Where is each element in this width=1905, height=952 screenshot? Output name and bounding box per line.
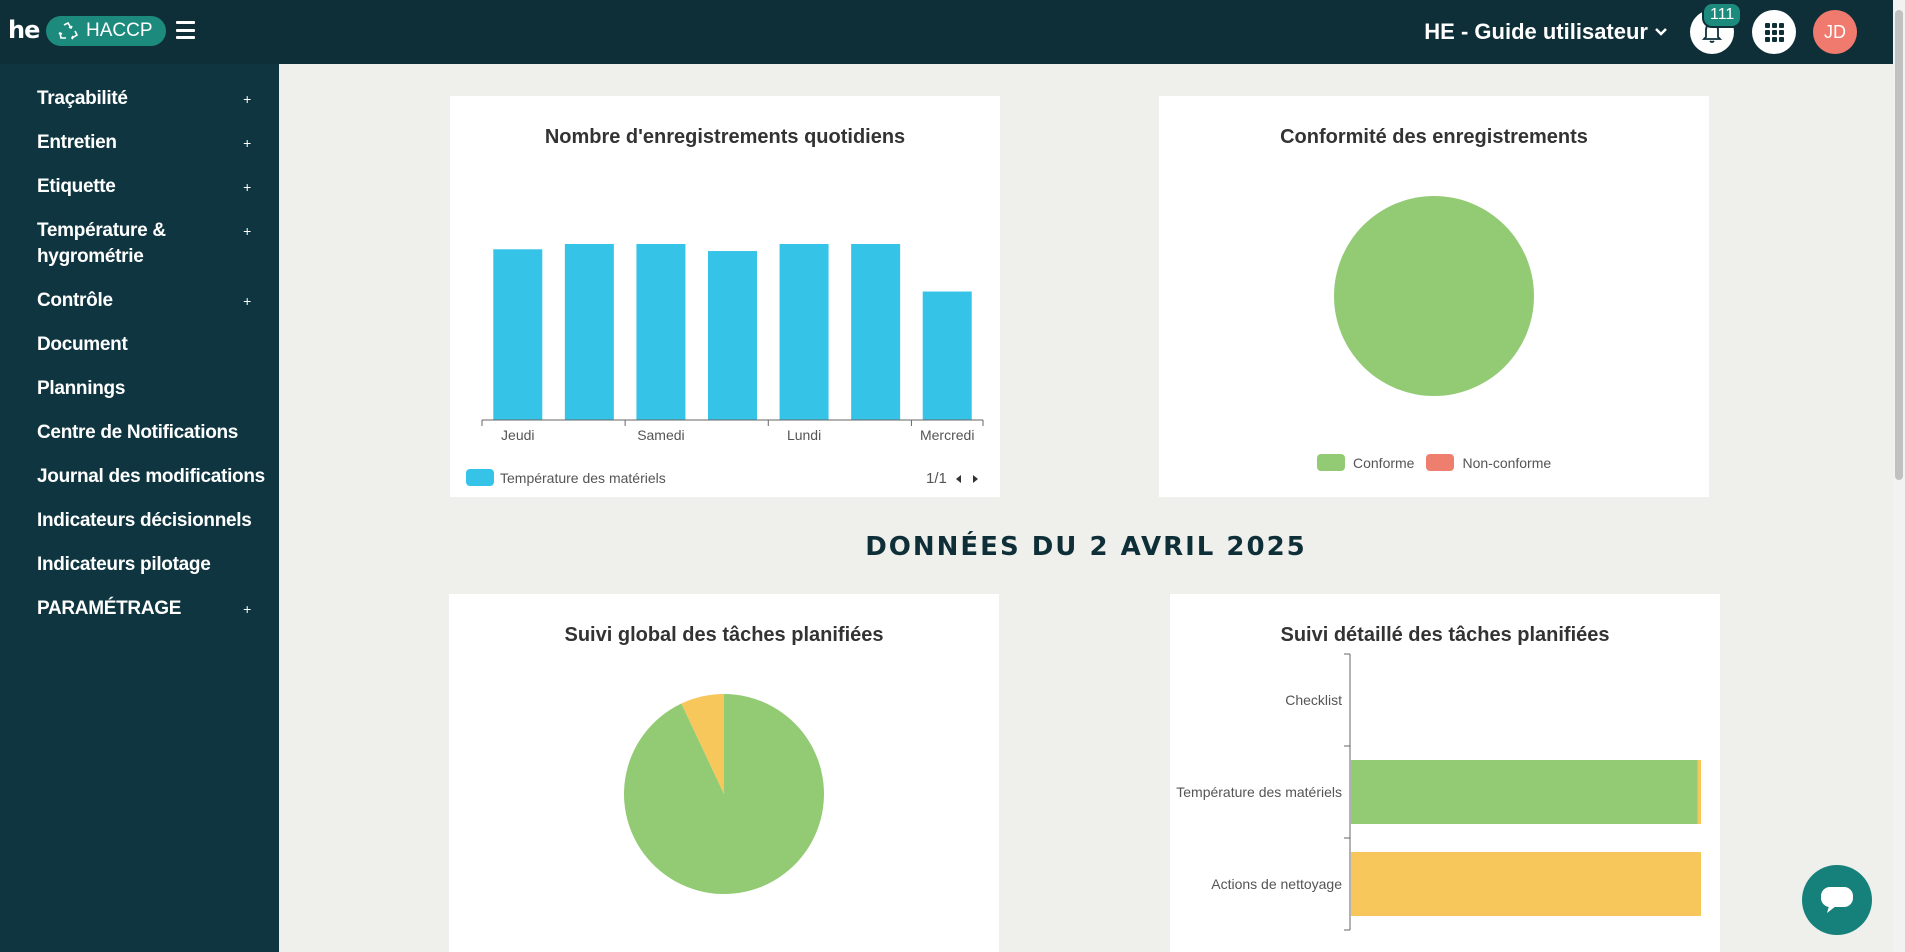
legend-label[interactable]: Conforme xyxy=(1353,454,1415,471)
legend-swatch-conforme[interactable] xyxy=(1317,454,1345,471)
legend-swatch xyxy=(466,469,494,486)
sidebar-item-controle[interactable]: Contrôle + xyxy=(37,288,257,314)
chart-legend: Conforme Non-conforme xyxy=(1317,454,1551,471)
pager-text: 1/1 xyxy=(926,470,947,487)
card-title: Suivi global des tâches planifiées xyxy=(564,624,884,646)
sidebar-item-etiquette[interactable]: Etiquette + xyxy=(37,174,257,200)
card-title: Conformité des enregistrements xyxy=(1280,126,1588,148)
section-title: DONNÉES DU 2 AVRIL 2025 xyxy=(865,532,1307,562)
bar-jeudi xyxy=(493,249,543,420)
bar-segment xyxy=(1351,852,1701,916)
bar-mardi xyxy=(851,244,901,420)
sidebar-item-plannings[interactable]: Plannings xyxy=(37,376,257,402)
legend-swatch-non-conforme[interactable] xyxy=(1426,454,1455,471)
expand-icon: + xyxy=(243,223,251,239)
bar-vendredi xyxy=(564,244,614,420)
sidebar-item-label: Centre de Notifications xyxy=(37,422,239,443)
expand-icon: + xyxy=(243,135,251,151)
sidebar-item-label: Indicateurs pilotage xyxy=(37,554,211,575)
conformity-slice-0 xyxy=(1334,196,1534,396)
y-tick-label: Checklist xyxy=(1285,692,1342,708)
sidebar-item-document[interactable]: Document xyxy=(37,332,257,358)
x-tick-label: Samedi xyxy=(637,427,684,443)
x-tick-label: Lundi xyxy=(787,427,821,443)
sidebar-item-journal[interactable]: Journal des modifications xyxy=(37,464,277,490)
recycle-icon xyxy=(58,22,78,40)
sidebar-item-parametrage[interactable]: PARAMÉTRAGE + xyxy=(37,596,257,622)
x-tick-label: Jeudi xyxy=(501,427,534,443)
conformity-pie-chart xyxy=(1334,196,1534,396)
y-tick-label: Actions de nettoyage xyxy=(1211,876,1342,892)
expand-icon: + xyxy=(243,293,251,309)
workspace-name: HE - Guide utilisateur xyxy=(1424,19,1648,44)
conformity-card: Conformité des enregistrements Conforme … xyxy=(1159,96,1709,497)
global-tasks-card: Suivi global des tâches planifiées xyxy=(449,594,999,952)
daily-records-card: Nombre d'enregistrements quotidiens Jeud… xyxy=(450,96,1000,497)
y-tick-label: Température des matériels xyxy=(1176,784,1342,800)
sidebar-item-label: Traçabilité xyxy=(37,88,128,109)
notification-count-badge: 111 xyxy=(1702,2,1743,28)
sidebar-item-indicateurs-pilotage[interactable]: Indicateurs pilotage xyxy=(37,552,257,578)
expand-icon: + xyxy=(243,601,251,617)
sidebar-item-label: Contrôle xyxy=(37,290,113,311)
user-avatar[interactable]: JD xyxy=(1813,10,1857,54)
x-tick-label: Mercredi xyxy=(920,427,974,443)
sidebar-item-label: PARAMÉTRAGE xyxy=(37,598,182,619)
chart-legend[interactable]: Température des matériels xyxy=(466,469,666,486)
sidebar-item-label: Température & hygrométrie xyxy=(37,220,166,267)
detailed-tasks-bar-chart: Checklist Température des matériels Action… xyxy=(1176,653,1701,931)
page-scrollbar[interactable] xyxy=(1893,0,1905,952)
global-tasks-pie-chart xyxy=(624,694,824,894)
sidebar-item-label: Journal des modifications xyxy=(37,466,265,487)
app-name: HACCP xyxy=(86,20,153,41)
sidebar-item-temperature[interactable]: Température & hygrométrie + xyxy=(37,218,251,270)
apps-grid-icon xyxy=(1764,22,1784,42)
pager-prev-icon[interactable] xyxy=(955,474,963,484)
bar-dimanche xyxy=(708,251,757,420)
sidebar-item-label: Document xyxy=(37,334,128,355)
sidebar-item-label: Indicateurs décisionnels xyxy=(37,510,252,531)
sidebar-item-label: Etiquette xyxy=(37,176,116,197)
card-title: Suivi détaillé des tâches planifiées xyxy=(1280,624,1610,646)
daily-records-bar-chart: Jeudi Samedi Lundi Mercredi xyxy=(481,244,984,443)
global-slice-pending xyxy=(681,694,724,794)
top-bar: he HACCP HE - Guide utilisateur 111 JD xyxy=(0,0,1893,64)
card-title: Nombre d'enregistrements quotidiens xyxy=(544,126,906,148)
workspace-selector[interactable]: HE - Guide utilisateur xyxy=(1424,19,1668,45)
sidebar-item-label: Plannings xyxy=(37,378,126,399)
scrollbar-thumb[interactable] xyxy=(1895,10,1903,480)
pager-next-icon[interactable] xyxy=(971,474,979,484)
sidebar-item-entretien[interactable]: Entretien + xyxy=(37,130,257,156)
logo-he: he xyxy=(8,16,40,44)
sidebar-item-notifications[interactable]: Centre de Notifications xyxy=(37,420,257,446)
chat-button[interactable] xyxy=(1802,865,1872,935)
legend-pager: 1/1 xyxy=(926,470,979,487)
bar-segment xyxy=(1697,760,1701,824)
sidebar: Traçabilité + Entretien + Etiquette + Te… xyxy=(0,64,279,952)
chevron-down-icon xyxy=(1655,28,1667,36)
sidebar-item-label: Entretien xyxy=(37,132,117,153)
sidebar-item-tracabilite[interactable]: Traçabilité + xyxy=(37,86,257,112)
expand-icon: + xyxy=(243,91,251,107)
bar-segment xyxy=(1351,760,1698,824)
sidebar-item-indicateurs-decisionnels[interactable]: Indicateurs décisionnels xyxy=(37,508,277,534)
bar-samedi xyxy=(636,244,686,420)
chat-icon xyxy=(1821,887,1853,913)
bar-mercredi xyxy=(922,291,972,420)
legend-label[interactable]: Non-conforme xyxy=(1462,454,1552,471)
app-logo[interactable]: HACCP xyxy=(46,16,166,46)
expand-icon: + xyxy=(243,179,251,195)
bar-lundi xyxy=(779,244,829,420)
detailed-tasks-card: Suivi détaillé des tâches planifiées Che… xyxy=(1170,594,1720,952)
apps-button[interactable] xyxy=(1752,10,1796,54)
legend-label: Température des matériels xyxy=(500,469,666,486)
hamburger-menu-icon[interactable] xyxy=(176,21,195,39)
